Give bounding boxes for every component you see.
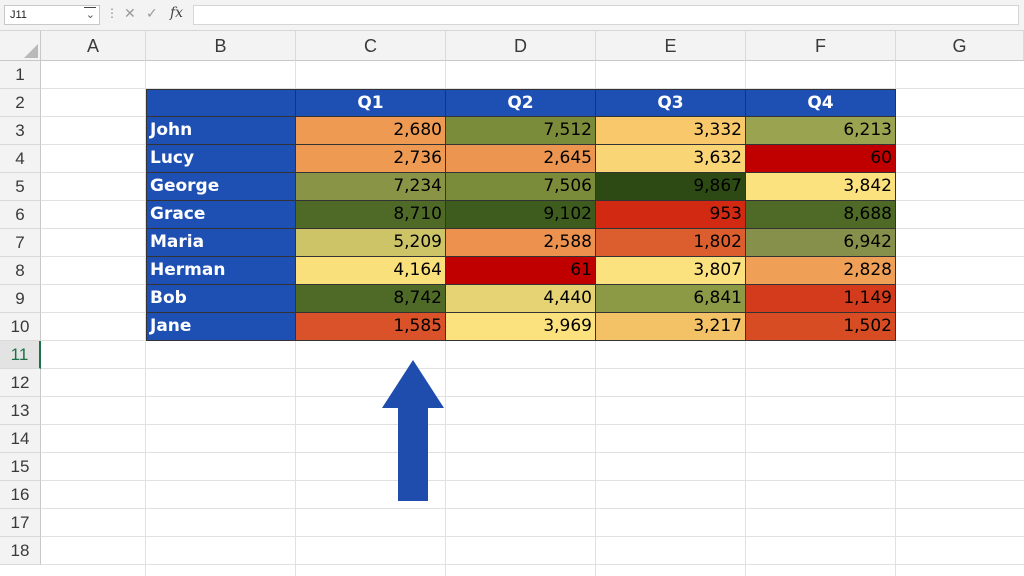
x-icon[interactable]: ✕ xyxy=(124,5,136,21)
name-box-decoration xyxy=(84,7,96,8)
row-header-11[interactable]: 11 xyxy=(0,341,41,369)
select-all-button[interactable] xyxy=(0,31,41,61)
data-cell[interactable]: 2,588 xyxy=(446,229,596,257)
data-cell[interactable]: 2,680 xyxy=(296,117,446,145)
data-cell[interactable]: 7,506 xyxy=(446,173,596,201)
gridline-horizontal xyxy=(41,452,1024,453)
data-cell[interactable]: 9,102 xyxy=(446,201,596,229)
data-cell[interactable]: 8,742 xyxy=(296,285,446,313)
row-header-15[interactable]: 15 xyxy=(0,453,41,481)
row-header-2[interactable]: 2 xyxy=(0,89,41,117)
row-name-bob[interactable]: Bob xyxy=(146,285,296,313)
row-header-7[interactable]: 7 xyxy=(0,229,41,257)
data-cell[interactable]: 1,502 xyxy=(746,313,896,341)
row-header-6[interactable]: 6 xyxy=(0,201,41,229)
table-header-q1[interactable]: Q1 xyxy=(296,89,446,117)
formula-input[interactable] xyxy=(193,5,1019,25)
table-header-q2[interactable]: Q2 xyxy=(446,89,596,117)
row-name-lucy[interactable]: Lucy xyxy=(146,145,296,173)
data-cell[interactable]: 953 xyxy=(596,201,746,229)
data-cell[interactable]: 3,217 xyxy=(596,313,746,341)
gridline-horizontal xyxy=(41,88,1024,89)
column-header-d[interactable]: D xyxy=(446,31,596,61)
row-name-jane[interactable]: Jane xyxy=(146,313,296,341)
row-name-herman[interactable]: Herman xyxy=(146,257,296,285)
row-header-5[interactable]: 5 xyxy=(0,173,41,201)
data-cell[interactable]: 7,234 xyxy=(296,173,446,201)
column-header-a[interactable]: A xyxy=(41,31,146,61)
data-cell[interactable]: 1,802 xyxy=(596,229,746,257)
data-cell[interactable]: 9,867 xyxy=(596,173,746,201)
row-header-10[interactable]: 10 xyxy=(0,313,41,341)
formula-bar: J11 ⌄ ⋮ ✕ ✓ fx xyxy=(0,0,1024,31)
data-cell[interactable]: 6,213 xyxy=(746,117,896,145)
row-name-george[interactable]: George xyxy=(146,173,296,201)
data-cell[interactable]: 4,440 xyxy=(446,285,596,313)
row-name-maria[interactable]: Maria xyxy=(146,229,296,257)
name-box-value: J11 xyxy=(10,9,27,21)
gridline-horizontal xyxy=(41,368,1024,369)
gridline-horizontal xyxy=(41,480,1024,481)
select-all-icon xyxy=(24,44,38,58)
gridline-horizontal xyxy=(41,536,1024,537)
data-cell[interactable]: 6,841 xyxy=(596,285,746,313)
data-cell[interactable]: 61 xyxy=(446,257,596,285)
gridline-horizontal xyxy=(41,424,1024,425)
column-header-f[interactable]: F xyxy=(746,31,896,61)
data-cell[interactable]: 2,828 xyxy=(746,257,896,285)
row-name-john[interactable]: John xyxy=(146,117,296,145)
data-cell[interactable]: 3,332 xyxy=(596,117,746,145)
data-cell[interactable]: 8,688 xyxy=(746,201,896,229)
row-header-4[interactable]: 4 xyxy=(0,145,41,173)
row-header-1[interactable]: 1 xyxy=(0,61,41,89)
data-cell[interactable]: 2,645 xyxy=(446,145,596,173)
row-header-16[interactable]: 16 xyxy=(0,481,41,509)
column-header-b[interactable]: B xyxy=(146,31,296,61)
data-cell[interactable]: 60 xyxy=(746,145,896,173)
name-box[interactable]: J11 ⌄ xyxy=(4,5,100,25)
fx-icon[interactable]: fx xyxy=(170,5,184,21)
data-cell[interactable]: 3,807 xyxy=(596,257,746,285)
column-header-e[interactable]: E xyxy=(596,31,746,61)
row-header-9[interactable]: 9 xyxy=(0,285,41,313)
gridline-vertical xyxy=(145,61,146,576)
table-header-corner[interactable] xyxy=(146,89,296,117)
row-header-17[interactable]: 17 xyxy=(0,509,41,537)
chevron-down-icon[interactable]: ⌄ xyxy=(85,9,95,21)
column-header-c[interactable]: C xyxy=(296,31,446,61)
row-header-12[interactable]: 12 xyxy=(0,369,41,397)
check-icon[interactable]: ✓ xyxy=(146,5,158,21)
table-header-q3[interactable]: Q3 xyxy=(596,89,746,117)
data-cell[interactable]: 7,512 xyxy=(446,117,596,145)
data-cell[interactable]: 3,969 xyxy=(446,313,596,341)
data-cell[interactable]: 1,585 xyxy=(296,313,446,341)
row-header-14[interactable]: 14 xyxy=(0,425,41,453)
row-header-3[interactable]: 3 xyxy=(0,117,41,145)
gridline-horizontal xyxy=(41,396,1024,397)
column-header-g[interactable]: G xyxy=(896,31,1024,61)
up-arrow-icon xyxy=(382,360,444,501)
data-cell[interactable]: 6,942 xyxy=(746,229,896,257)
row-header-8[interactable]: 8 xyxy=(0,257,41,285)
data-cell[interactable]: 8,710 xyxy=(296,201,446,229)
row-header-13[interactable]: 13 xyxy=(0,397,41,425)
data-cell[interactable]: 3,632 xyxy=(596,145,746,173)
row-header-18[interactable]: 18 xyxy=(0,537,41,565)
row-name-grace[interactable]: Grace xyxy=(146,201,296,229)
gridline-horizontal xyxy=(41,564,1024,565)
data-cell[interactable]: 4,164 xyxy=(296,257,446,285)
gridline-horizontal xyxy=(41,508,1024,509)
data-cell[interactable]: 3,842 xyxy=(746,173,896,201)
data-cell[interactable]: 5,209 xyxy=(296,229,446,257)
table-header-q4[interactable]: Q4 xyxy=(746,89,896,117)
data-cell[interactable]: 1,149 xyxy=(746,285,896,313)
more-icon: ⋮ xyxy=(106,6,118,20)
data-cell[interactable]: 2,736 xyxy=(296,145,446,173)
